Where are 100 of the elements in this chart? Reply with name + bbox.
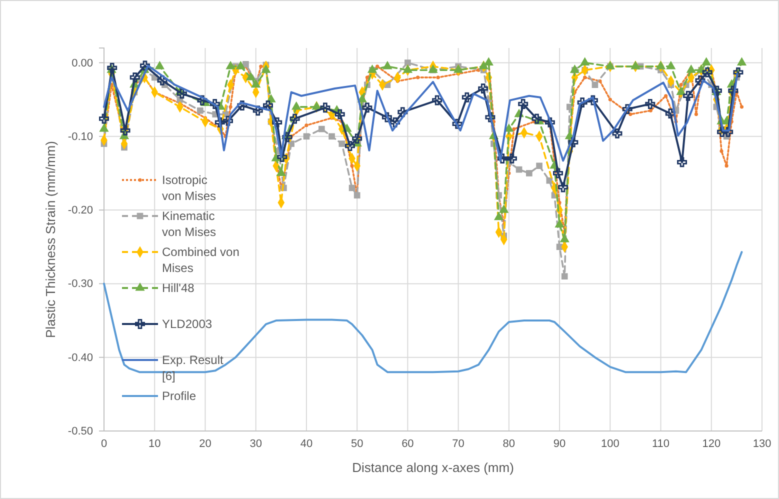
point xyxy=(612,128,622,138)
point xyxy=(666,60,676,70)
point xyxy=(276,168,286,176)
point xyxy=(210,98,220,109)
point xyxy=(485,112,496,122)
point xyxy=(263,100,273,110)
point xyxy=(478,84,488,94)
point xyxy=(702,57,712,66)
point xyxy=(398,107,408,118)
x-tick-label: 80 xyxy=(502,438,516,450)
legend-label: Kinematic von Mises xyxy=(162,209,216,239)
x-tick-label: 90 xyxy=(553,438,566,450)
point xyxy=(176,88,187,99)
point xyxy=(214,117,225,128)
y-tick-label: -0.20 xyxy=(68,204,93,217)
point xyxy=(679,83,683,87)
point xyxy=(665,108,676,119)
y-tick-label: -0.30 xyxy=(68,278,93,290)
point xyxy=(365,76,369,80)
point xyxy=(724,164,728,168)
point xyxy=(630,60,640,70)
point xyxy=(352,134,362,144)
point xyxy=(382,60,392,70)
point xyxy=(605,60,615,70)
point xyxy=(345,140,355,151)
x-tick-label: 10 xyxy=(148,438,161,450)
x-tick-label: 30 xyxy=(250,438,262,450)
point xyxy=(544,117,555,128)
point xyxy=(157,75,168,86)
x-tick-label: 60 xyxy=(402,438,414,450)
point xyxy=(223,116,233,126)
point xyxy=(416,76,420,80)
point xyxy=(568,137,578,148)
point xyxy=(390,117,400,128)
x-tick-label: 20 xyxy=(199,438,212,450)
x-tick-label: 130 xyxy=(752,438,772,450)
point xyxy=(583,76,587,80)
point xyxy=(362,102,372,113)
point xyxy=(554,219,564,228)
point xyxy=(728,86,738,96)
point xyxy=(334,109,345,120)
y-tick-label: 0.00 xyxy=(72,57,93,70)
point xyxy=(432,95,442,106)
point xyxy=(120,126,130,136)
y-tick-label: -0.40 xyxy=(68,352,93,364)
y-tick-label: -0.50 xyxy=(68,426,93,438)
x-tick-label: 100 xyxy=(600,438,620,450)
point xyxy=(228,105,232,109)
point xyxy=(553,168,564,178)
point xyxy=(504,123,514,132)
point xyxy=(484,57,494,66)
point xyxy=(272,117,282,128)
point xyxy=(702,67,712,78)
legend-label: Isotropic von Mises xyxy=(162,173,216,203)
point xyxy=(499,204,509,213)
point xyxy=(723,126,734,137)
point xyxy=(99,123,109,132)
point xyxy=(628,112,632,116)
point xyxy=(645,98,656,109)
point xyxy=(518,98,528,109)
point xyxy=(436,76,440,80)
point xyxy=(656,60,666,70)
point xyxy=(694,112,698,116)
point xyxy=(237,100,248,110)
x-tick-label: 120 xyxy=(702,438,721,450)
point xyxy=(140,60,150,71)
point xyxy=(277,152,288,162)
point xyxy=(588,95,598,106)
point xyxy=(686,64,696,73)
point xyxy=(462,92,472,102)
point xyxy=(282,132,292,142)
point xyxy=(494,212,504,220)
point xyxy=(720,149,724,153)
point xyxy=(608,98,612,102)
point xyxy=(736,57,747,66)
point xyxy=(130,72,140,82)
point xyxy=(236,60,246,70)
point xyxy=(350,164,354,168)
x-tick-label: 0 xyxy=(100,438,108,450)
point xyxy=(506,153,517,164)
x-tick-label: 110 xyxy=(652,438,670,450)
y-tick-label: -0.10 xyxy=(68,130,93,143)
point xyxy=(197,95,208,106)
x-tick-label: 70 xyxy=(452,438,464,450)
point xyxy=(497,153,508,164)
point xyxy=(292,101,302,110)
point xyxy=(676,86,686,95)
point xyxy=(677,157,688,168)
point xyxy=(558,182,568,192)
y-axis-title: Plastic Thickness Strain (mm/mm) xyxy=(43,141,58,338)
legend-label: Exp. Result [6] xyxy=(162,353,224,383)
point xyxy=(99,114,109,124)
point xyxy=(717,126,728,137)
point xyxy=(402,64,412,73)
x-axis-title: Distance along x-axes (mm) xyxy=(352,460,514,475)
point xyxy=(154,60,164,70)
x-tick-label: 40 xyxy=(300,438,313,450)
point xyxy=(532,114,542,124)
point xyxy=(304,124,308,128)
point xyxy=(740,105,744,109)
